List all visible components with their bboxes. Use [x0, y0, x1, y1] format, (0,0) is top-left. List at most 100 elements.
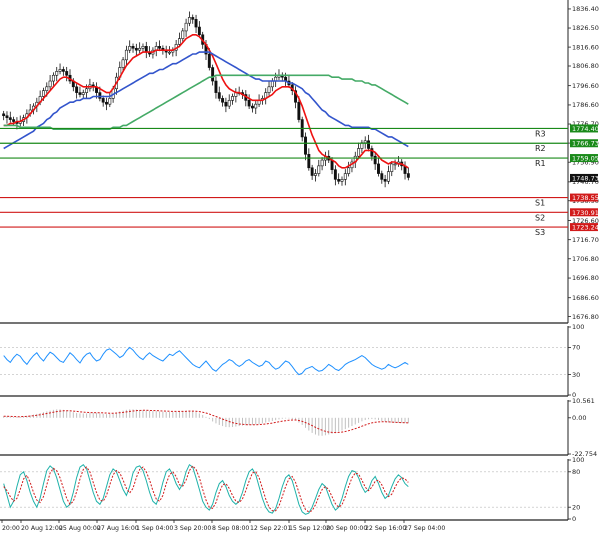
candle-body: [294, 90, 298, 103]
candle-body: [307, 153, 311, 169]
candle-body: [121, 59, 125, 68]
price-tick-label: 1676.80: [572, 313, 599, 321]
price-tick-label: 1746.70: [572, 178, 599, 186]
candle-body: [141, 46, 145, 49]
pivot-price-label-r2: 1766.73: [572, 140, 599, 148]
osc3-signal-line: [3, 465, 409, 513]
pivot-name-r1: R1: [535, 159, 546, 168]
candle-body: [138, 47, 142, 51]
osc3-tick-label: 100: [572, 456, 584, 464]
time-tick-label: 27 Sep 04:00: [404, 525, 445, 532]
moving-average-line-3: [3, 74, 409, 130]
time-tick-label: 8 Sep 08:00: [212, 525, 249, 532]
candle-body: [247, 100, 251, 107]
candle-body: [340, 179, 344, 182]
candle-body: [393, 163, 397, 166]
osc3-tick-label: 20: [572, 503, 580, 511]
time-tick-label: 27 Aug 16:00: [97, 525, 139, 532]
pivot-price-label-s1: 1738.55: [572, 194, 599, 202]
candle-body: [184, 22, 188, 32]
candle-body: [320, 159, 324, 167]
osc2-tick-label: 0.00: [572, 414, 586, 422]
candle-body: [214, 80, 218, 93]
candle-body: [337, 179, 341, 182]
candle-body: [81, 92, 85, 95]
candle-body: [310, 167, 314, 176]
price-tick-label: 1726.60: [572, 217, 599, 225]
time-tick-label: 20 Sep 00:00: [326, 525, 367, 532]
pivot-price-label-s3: 1723.24: [572, 224, 599, 232]
candle-body: [128, 46, 132, 51]
pivot-price-tag-s3: [570, 223, 598, 232]
osc1-tick-label: 0: [572, 391, 576, 399]
candle-body: [98, 92, 102, 99]
osc2-signal-line: [3, 409, 409, 434]
osc2-tick-label: -22.754: [572, 450, 597, 458]
osc1-tick-label: 30: [572, 371, 580, 379]
candle-body: [55, 71, 59, 76]
candle-body: [370, 148, 374, 157]
candle-body: [8, 117, 12, 120]
pivot-price-label-s2: 1730.91: [572, 209, 599, 217]
osc2-tick-label: 10.561: [572, 397, 595, 405]
candle-body: [297, 101, 301, 120]
osc3-tick-label: 80: [572, 468, 580, 476]
time-tick-label: 3 Sep 20:00: [174, 525, 211, 532]
moving-average-line-1: [3, 33, 409, 169]
candle-body: [2, 113, 6, 117]
pivot-price-tag-r2: [570, 139, 598, 148]
time-tick-label: 20:00: [2, 525, 20, 532]
candle-body: [406, 173, 410, 178]
osc3-main-line: [3, 463, 409, 515]
candle-body: [373, 155, 377, 165]
candle-body: [197, 26, 201, 36]
pivot-name-s2: S2: [535, 213, 545, 222]
candle-body: [217, 92, 221, 99]
candle-body: [304, 136, 307, 155]
candle-body: [317, 165, 321, 174]
oscillator-panel-3: 100 80 20 0: [0, 456, 584, 523]
candle-body: [363, 140, 367, 144]
candle-body: [367, 140, 370, 149]
time-tick-label: 12 Sep 22:01: [250, 525, 291, 532]
candle-body: [75, 86, 79, 93]
candle-body: [5, 115, 9, 118]
moving-average-line-2: [3, 51, 409, 150]
candle-body: [61, 69, 65, 72]
price-tick-label: 1696.80: [572, 274, 599, 282]
candle-body: [191, 17, 195, 20]
candle-body: [207, 53, 211, 68]
price-tick-label: 1806.80: [572, 62, 599, 70]
candle-body: [51, 74, 55, 82]
candle-body: [250, 105, 254, 109]
osc1-tick-label: 70: [572, 344, 580, 352]
candle-body: [383, 179, 387, 182]
candle-body: [330, 159, 334, 171]
candle-body: [386, 171, 390, 182]
candle-body: [12, 119, 16, 122]
candle-body: [187, 17, 191, 24]
osc1-tick-label: 100: [572, 323, 584, 331]
candle-body: [105, 101, 108, 105]
candle-body: [134, 47, 138, 51]
time-tick-label: 20 Aug 12:00: [21, 525, 63, 532]
candle-body: [108, 98, 112, 105]
pivot-price-tag-r1: [570, 154, 598, 163]
price-tick-label: 1816.60: [572, 43, 599, 51]
candle-body: [158, 46, 162, 49]
candle-body: [194, 19, 198, 28]
pivot-price-tag-r3: [570, 124, 598, 133]
pivot-name-r2: R2: [535, 144, 546, 153]
candle-body: [78, 92, 82, 95]
candle-body: [58, 69, 62, 72]
candle-body: [168, 51, 171, 54]
candle-body: [144, 46, 148, 53]
pivot-name-s1: S1: [535, 199, 545, 208]
candle-body: [390, 163, 394, 172]
candle-body: [270, 80, 274, 88]
candle-body: [85, 88, 89, 93]
time-tick-label: 15 Sep 12:00: [289, 525, 330, 532]
oscillator-panel-1: 100 70 30 0: [0, 323, 584, 399]
candle-body: [211, 67, 215, 82]
